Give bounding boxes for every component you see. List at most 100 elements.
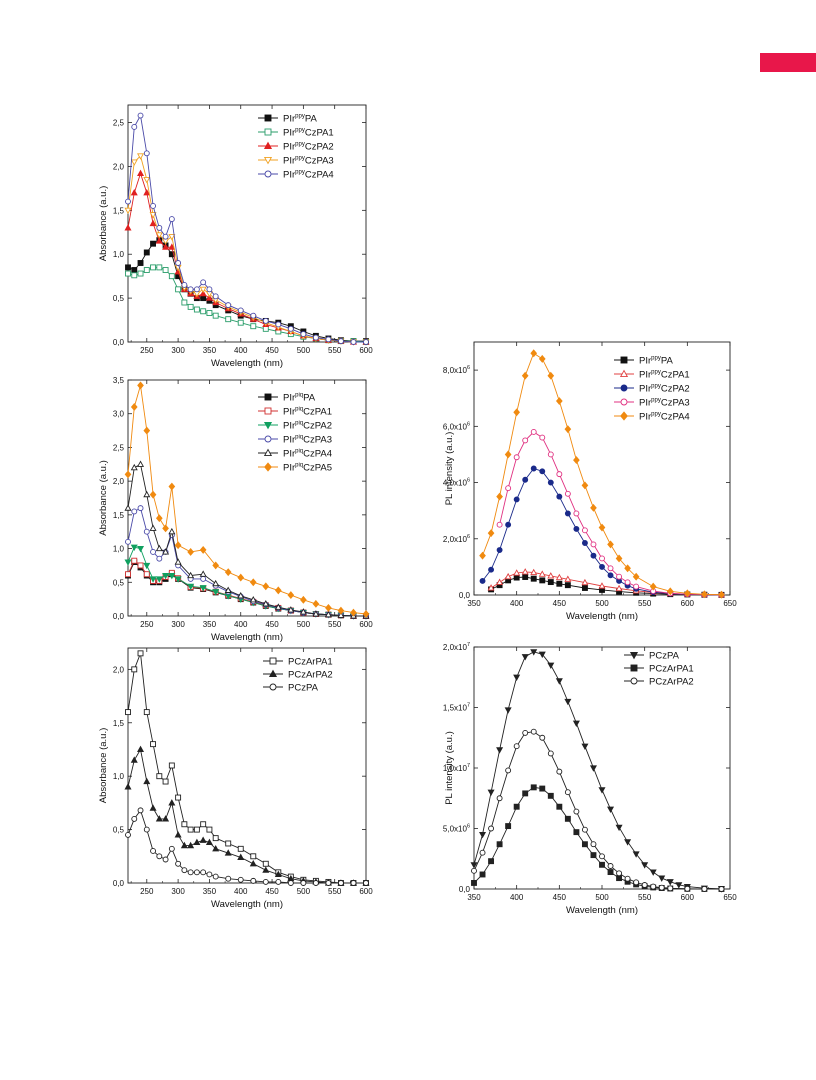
x-tick-label: 250 [140, 346, 154, 355]
x-tick-label: 450 [553, 893, 567, 902]
data-point [249, 578, 257, 587]
data-point [521, 568, 529, 575]
data-point [274, 870, 282, 878]
legend-item: PIrppyCzPA1 [258, 128, 334, 139]
x-tick-label: 650 [723, 893, 737, 902]
data-point [174, 576, 182, 583]
data-point [363, 880, 369, 886]
data-point [513, 743, 520, 750]
data-point [250, 853, 257, 860]
x-tick-label: 600 [359, 346, 373, 355]
data-point [199, 836, 207, 843]
legend-label: PCzArPA2 [649, 677, 694, 688]
data-point [237, 319, 244, 326]
x-tick-label: 450 [553, 599, 567, 608]
data-point [590, 852, 597, 859]
data-point [193, 306, 200, 313]
x-tick-label: 500 [595, 893, 609, 902]
data-point [470, 862, 478, 869]
data-point [193, 869, 200, 876]
legend-label: PIrppyCzPA1 [283, 128, 334, 139]
legend-marker [264, 114, 272, 122]
data-point [701, 885, 708, 892]
series-p3-1 [124, 745, 370, 886]
data-point [641, 862, 649, 869]
data-point [530, 784, 537, 791]
data-point [287, 606, 295, 613]
data-point [237, 876, 244, 883]
data-point [149, 490, 157, 499]
x-tick-label: 350 [203, 346, 217, 355]
data-point [175, 286, 182, 293]
data-point [615, 824, 623, 832]
data-point [143, 826, 150, 833]
legend-label: PIrppyCzPA4 [639, 412, 690, 423]
data-point [590, 503, 597, 512]
legend-marker [630, 664, 638, 672]
data-point [168, 234, 176, 241]
data-point [149, 219, 157, 227]
data-point [650, 883, 657, 890]
legend-item: PCzPA [263, 683, 319, 694]
data-point [149, 524, 157, 531]
data-point [530, 649, 538, 656]
data-point [479, 849, 486, 856]
data-point [564, 582, 571, 589]
legend-item: PIrppyCzPA4 [614, 411, 690, 423]
data-point [175, 860, 182, 867]
data-point [137, 460, 145, 467]
x-tick-label: 300 [171, 346, 185, 355]
data-point [125, 198, 131, 205]
y-tick-label: 6,0x106 [443, 421, 470, 431]
legend-label: PIrppyCzPA4 [283, 170, 334, 181]
data-point [504, 450, 512, 459]
x-tick-label: 600 [681, 599, 695, 608]
data-point [200, 821, 207, 828]
data-point [487, 529, 495, 538]
y-tick-label: 2,5 [113, 443, 125, 452]
legend-label: PIrpiqCzPA4 [283, 449, 332, 460]
legend-item: PIrppyCzPA4 [258, 170, 334, 181]
data-point [530, 429, 537, 435]
legend-label: PCzArPA1 [288, 657, 333, 668]
x-tick-label: 600 [359, 620, 373, 629]
data-point [224, 586, 232, 593]
data-point [143, 267, 150, 273]
data-point [156, 264, 163, 271]
data-point [175, 794, 182, 801]
series-p1-4 [125, 112, 369, 345]
data-point [131, 815, 138, 822]
data-point [180, 841, 188, 849]
legend-item: PIrppyPA [614, 356, 673, 367]
data-point [199, 286, 207, 294]
data-point [206, 871, 213, 878]
data-point [149, 212, 157, 219]
x-tick-label: 400 [510, 599, 524, 608]
data-point [162, 524, 169, 533]
series-line [473, 786, 722, 890]
data-point [632, 851, 640, 858]
legend-label: PIrpiqCzPA2 [283, 421, 332, 432]
data-point [150, 741, 157, 748]
data-point [287, 325, 294, 332]
data-point [155, 237, 163, 244]
data-point [155, 544, 163, 552]
data-point [667, 885, 674, 892]
data-point [212, 561, 220, 570]
data-point [143, 490, 151, 498]
data-point [530, 728, 537, 735]
legend: PIrppyPA PIrppyCzPA1 PIrppyCzPA2 PIrppyCzPA… [258, 114, 334, 181]
data-point [547, 451, 554, 458]
data-point [199, 289, 207, 297]
data-point [225, 316, 232, 323]
x-tick-label: 550 [328, 887, 342, 896]
data-point [337, 338, 344, 345]
data-point [505, 823, 512, 830]
data-point [125, 270, 131, 277]
data-point [162, 815, 170, 822]
legend-label: PCzPA [649, 651, 680, 662]
data-point [513, 569, 521, 576]
data-point [124, 559, 132, 566]
legend-label: PIrppyPA [283, 114, 317, 125]
